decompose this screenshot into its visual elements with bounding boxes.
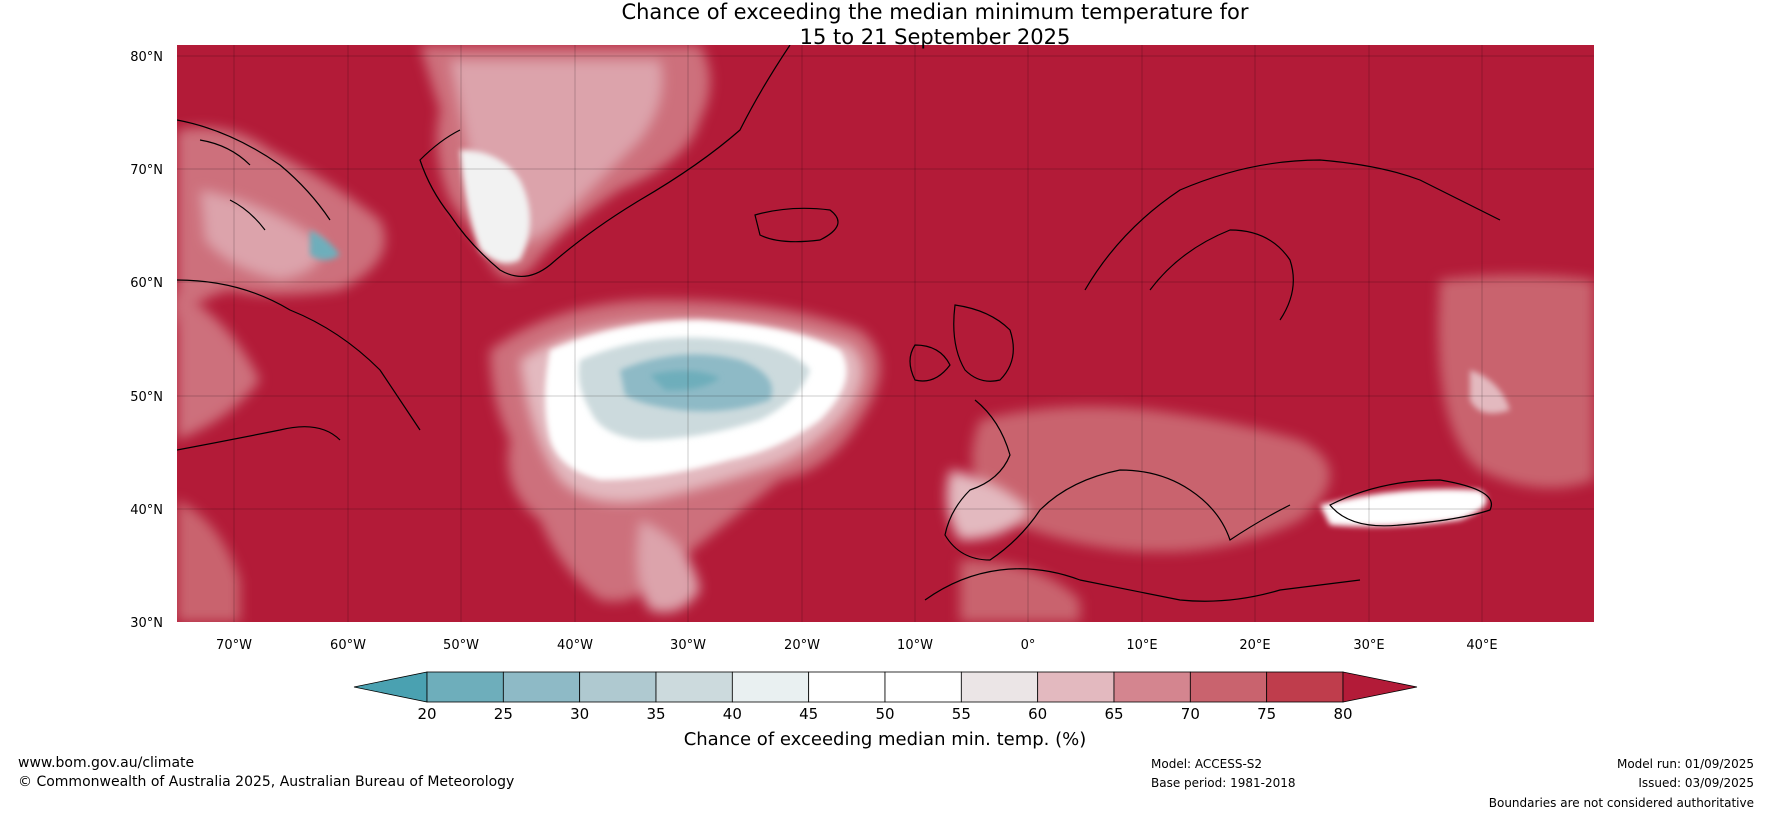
lon-label: 50°W <box>443 638 479 653</box>
colorbar-segment <box>655 671 733 703</box>
title-line-1: Chance of exceeding the median minimum t… <box>621 0 1249 24</box>
colorbar-segment <box>808 671 886 703</box>
lon-label: 40°W <box>557 638 593 653</box>
copyright-text: © Commonwealth of Australia 2025, Austra… <box>18 774 515 790</box>
colorbar-tick-label: 65 <box>1104 705 1123 723</box>
colorbar-segment <box>884 671 962 703</box>
page-title: Chance of exceeding the median minimum t… <box>560 0 1310 50</box>
colorbar-extend-low <box>353 671 428 703</box>
lat-label: 30°N <box>130 616 163 631</box>
colorbar-tick-label: 70 <box>1181 705 1200 723</box>
colorbar-tick-label: 35 <box>646 705 665 723</box>
colorbar-tick-label: 55 <box>952 705 971 723</box>
colorbar-tick-label: 20 <box>417 705 436 723</box>
colorbar-tick-label: 80 <box>1333 705 1352 723</box>
map-area <box>177 45 1594 622</box>
colorbar-segment <box>1113 671 1191 703</box>
lon-label: 60°W <box>330 638 366 653</box>
lon-label: 10°E <box>1126 638 1157 653</box>
model-run-text: Model run: 01/09/2025 <box>1616 757 1754 771</box>
lon-label: 20°E <box>1239 638 1270 653</box>
lon-label: 30°W <box>670 638 706 653</box>
colorbar-segment <box>1189 671 1268 703</box>
latitude-labels: 80°N 70°N 60°N 50°N 40°N 30°N <box>130 50 163 631</box>
longitude-labels: 70°W 60°W 50°W 40°W 30°W 20°W 10°W 0° 10… <box>216 638 1498 653</box>
colorbar <box>353 671 1418 703</box>
base-period-text: Base period: 1981-2018 <box>1151 776 1296 790</box>
colorbar-segment <box>731 671 810 703</box>
colorbar-tick-label: 60 <box>1028 705 1047 723</box>
colorbar-tick-label: 30 <box>570 705 589 723</box>
lon-label: 40°E <box>1466 638 1497 653</box>
lon-label: 20°W <box>784 638 820 653</box>
colorbar-tick-label: 40 <box>723 705 742 723</box>
lat-label: 70°N <box>130 163 163 178</box>
colorbar-tick-label: 75 <box>1257 705 1276 723</box>
colorbar-label: Chance of exceeding median min. temp. (%… <box>684 729 1087 750</box>
model-text: Model: ACCESS-S2 <box>1151 757 1263 771</box>
colorbar-tick-label: 50 <box>875 705 894 723</box>
colorbar-segment <box>426 671 504 703</box>
colorbar-tick-label: 45 <box>799 705 818 723</box>
colorbar-segment <box>1037 671 1115 703</box>
title-line-2: 15 to 21 September 2025 <box>799 25 1071 49</box>
lat-label: 60°N <box>130 276 163 291</box>
colorbar-segment <box>960 671 1039 703</box>
colorbar-ticks: 20 25 30 35 40 45 50 55 60 65 70 75 80 <box>417 705 1352 723</box>
probability-field <box>177 45 1594 622</box>
boundaries-note: Boundaries are not considered authoritat… <box>1488 796 1754 810</box>
lat-label: 50°N <box>130 390 163 405</box>
lon-label: 30°E <box>1353 638 1384 653</box>
website-link[interactable]: www.bom.gov.au/climate <box>18 755 195 771</box>
lat-label: 40°N <box>130 503 163 518</box>
issued-text: Issued: 03/09/2025 <box>1638 776 1754 790</box>
lon-label: 70°W <box>216 638 252 653</box>
lat-label: 80°N <box>130 50 163 65</box>
colorbar-segment <box>1266 671 1344 703</box>
colorbar-extend-high <box>1342 671 1418 703</box>
coastlines <box>177 45 1501 602</box>
colorbar-tick-label: 25 <box>494 705 513 723</box>
colorbar-segment <box>579 671 657 703</box>
lon-label: 10°W <box>897 638 933 653</box>
graticule <box>177 45 1594 622</box>
colorbar-segment <box>502 671 581 703</box>
lon-label: 0° <box>1021 638 1036 653</box>
